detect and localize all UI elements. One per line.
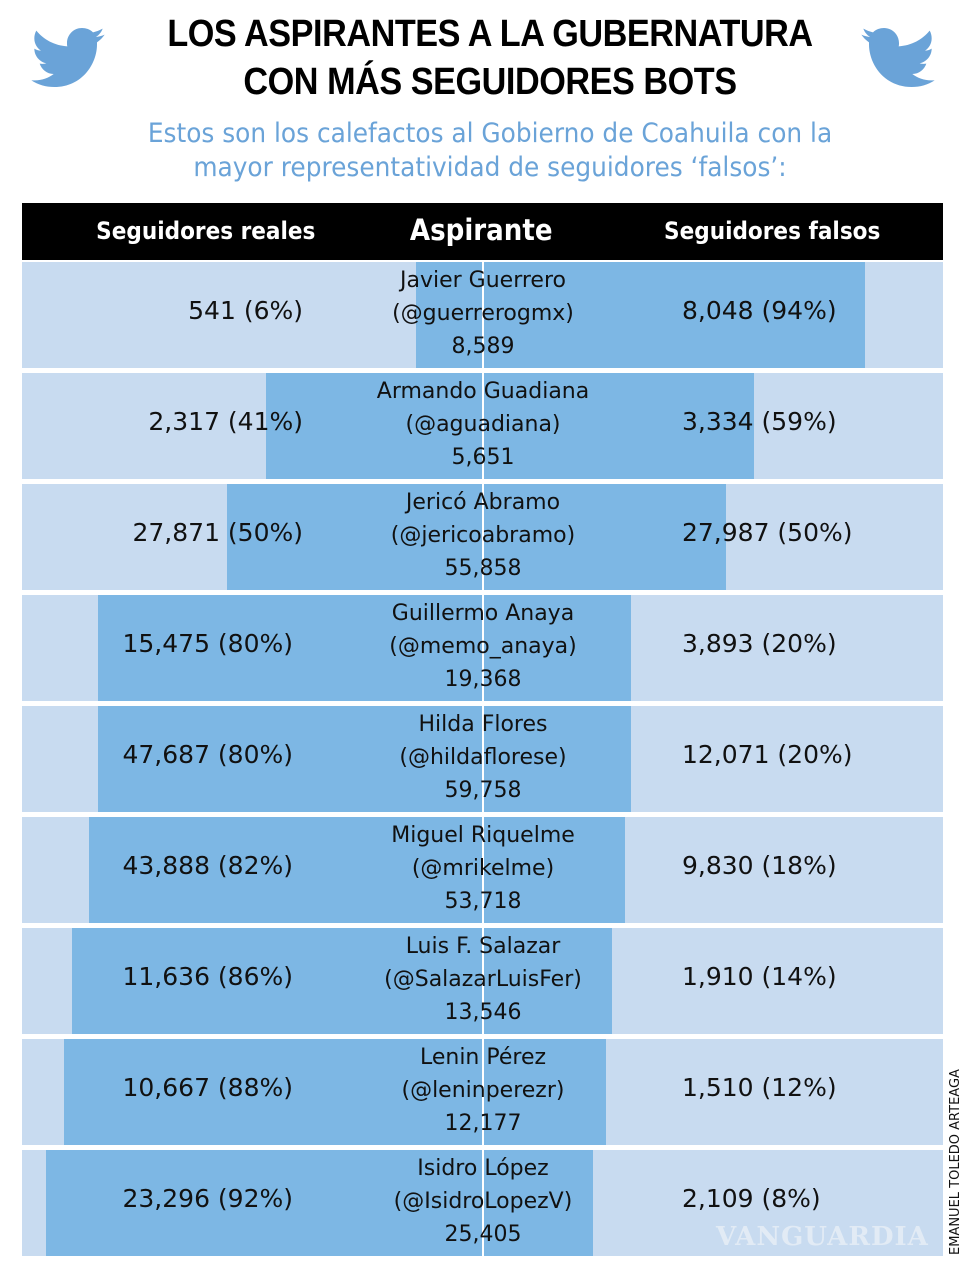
aspirant-info: Lenin Pérez (@leninperezr) 12,177 <box>322 1041 644 1140</box>
center-divider <box>482 484 484 590</box>
bar <box>89 817 625 923</box>
header-fake: Seguidores falsos <box>664 217 881 245</box>
bar <box>72 928 613 1034</box>
aspirant-name: Lenin Pérez <box>419 1045 547 1070</box>
real-followers-label: 11,636 (86%) <box>122 962 294 991</box>
total-followers: 59,758 <box>444 778 522 803</box>
real-followers-label: 15,475 (80%) <box>122 629 294 658</box>
total-followers: 55,858 <box>444 556 522 581</box>
aspirant-info: Javier Guerrero (@guerrerogmx) 8,589 <box>322 264 644 363</box>
subtitle-line-2: mayor representatividad de seguidores ‘f… <box>193 152 787 183</box>
center-divider <box>482 1150 484 1256</box>
bar <box>98 595 632 701</box>
total-followers: 19,368 <box>444 667 522 692</box>
aspirant-handle: (@mrikelme) <box>411 856 555 881</box>
bar <box>63 1039 606 1145</box>
aspirant-name: Miguel Riquelme <box>391 823 575 848</box>
aspirant-name: Javier Guerrero <box>400 268 566 293</box>
fake-followers-label: 3,893 (20%) <box>682 629 837 658</box>
bar <box>98 706 632 812</box>
aspirant-handle: (@hildaflorese) <box>399 745 567 770</box>
bar <box>416 262 866 368</box>
header-aspirant: Aspirante <box>409 213 553 247</box>
real-followers-label: 2,317 (41%) <box>148 407 303 436</box>
aspirant-info: Isidro López (@IsidroLopezV) 25,405 <box>322 1152 644 1251</box>
center-divider <box>482 1039 484 1145</box>
total-followers: 53,718 <box>444 889 522 914</box>
real-followers-label: 541 (6%) <box>188 296 303 325</box>
total-followers: 8,589 <box>451 334 515 359</box>
fake-followers-label: 1,510 (12%) <box>682 1073 837 1102</box>
fake-followers-label: 2,109 (8%) <box>682 1184 821 1213</box>
aspirant-name: Armando Guadiana <box>376 379 590 404</box>
aspirant-handle: (@leninperezr) <box>401 1078 565 1103</box>
aspirant-name: Hilda Flores <box>418 712 548 737</box>
title-line-2: CON MÁS SEGUIDORES BOTS <box>243 61 737 103</box>
center-divider <box>482 706 484 812</box>
aspirant-name: Isidro López <box>417 1156 549 1181</box>
real-followers-label: 10,667 (88%) <box>122 1073 294 1102</box>
fake-followers-label: 27,987 (50%) <box>682 518 853 547</box>
watermark: VANGUARDIA <box>716 1222 929 1252</box>
aspirant-handle: (@IsidroLopezV) <box>393 1189 573 1214</box>
real-followers-label: 47,687 (80%) <box>122 740 294 769</box>
real-followers-label: 23,296 (92%) <box>122 1184 294 1213</box>
aspirant-name: Jericó Abramo <box>405 490 561 515</box>
subtitle-line-1: Estos son los calefactos al Gobierno de … <box>147 118 833 149</box>
aspirant-name: Luis F. Salazar <box>405 934 561 959</box>
aspirant-handle: (@guerrerogmx) <box>392 301 574 326</box>
table-row: 23,296 (92%) 2,109 (8%) Isidro López (@Isid… <box>22 1150 943 1256</box>
title-line-1: LOS ASPIRANTES A LA GUBERNATURA <box>167 13 813 55</box>
table-row: 47,687 (80%) 12,071 (20%) Hilda Flores (@hi… <box>22 706 943 812</box>
bar <box>46 1150 594 1256</box>
center-divider <box>482 373 484 479</box>
table-header: Seguidores reales Aspirante Seguidores f… <box>22 203 943 260</box>
table-row: 43,888 (82%) 9,830 (18%) Miguel Riquelme (@… <box>22 817 943 923</box>
center-divider <box>482 928 484 1034</box>
total-followers: 12,177 <box>444 1111 522 1136</box>
aspirant-handle: (@jericoabramo) <box>390 523 576 548</box>
table-row: 27,871 (50%) 27,987 (50%) Jericó Abramo (@j… <box>22 484 943 590</box>
aspirant-info: Luis F. Salazar (@SalazarLuisFer) 13,546 <box>322 930 644 1029</box>
real-followers-label: 27,871 (50%) <box>132 518 304 547</box>
aspirant-info: Guillermo Anaya (@memo_anaya) 19,368 <box>322 597 644 696</box>
aspirant-handle: (@aguadiana) <box>405 412 561 437</box>
center-divider <box>482 595 484 701</box>
bar <box>227 484 726 590</box>
total-followers: 13,546 <box>444 1000 522 1025</box>
center-divider <box>482 262 484 368</box>
twitter-bird-icon <box>861 28 935 87</box>
real-followers-label: 43,888 (82%) <box>122 851 294 880</box>
table-row: 15,475 (80%) 3,893 (20%) Guillermo Anaya (@… <box>22 595 943 701</box>
aspirant-name: Guillermo Anaya <box>391 601 575 626</box>
fake-followers-label: 1,910 (14%) <box>682 962 837 991</box>
aspirant-info: Armando Guadiana (@aguadiana) 5,651 <box>322 375 644 474</box>
aspirant-info: Miguel Riquelme (@mrikelme) 53,718 <box>322 819 644 918</box>
fake-followers-label: 3,334 (59%) <box>682 407 837 436</box>
aspirant-handle: (@SalazarLuisFer) <box>384 967 582 992</box>
credit: EMANUEL TOLEDO ARTEAGA <box>948 1069 963 1255</box>
table-row: 2,317 (41%) 3,334 (59%) Armando Guadiana (@… <box>22 373 943 479</box>
header-real: Seguidores reales <box>96 217 316 245</box>
aspirant-info: Jericó Abramo (@jericoabramo) 55,858 <box>322 486 644 585</box>
table-row: 541 (6%) 8,048 (94%) Javier Guerrero (@guer… <box>22 262 943 368</box>
table-row: 11,636 (86%) 1,910 (14%) Luis F. Salazar (@… <box>22 928 943 1034</box>
fake-followers-label: 12,071 (20%) <box>682 740 853 769</box>
center-divider <box>482 817 484 923</box>
aspirant-handle: (@memo_anaya) <box>389 634 577 659</box>
aspirant-info: Hilda Flores (@hildaflorese) 59,758 <box>322 708 644 807</box>
fake-followers-label: 8,048 (94%) <box>682 296 837 325</box>
total-followers: 25,405 <box>444 1222 522 1247</box>
twitter-bird-icon <box>31 28 105 87</box>
fake-followers-label: 9,830 (18%) <box>682 851 837 880</box>
bar <box>265 373 755 479</box>
table-row: 10,667 (88%) 1,510 (12%) Lenin Pérez (@leni… <box>22 1039 943 1145</box>
total-followers: 5,651 <box>451 445 515 470</box>
